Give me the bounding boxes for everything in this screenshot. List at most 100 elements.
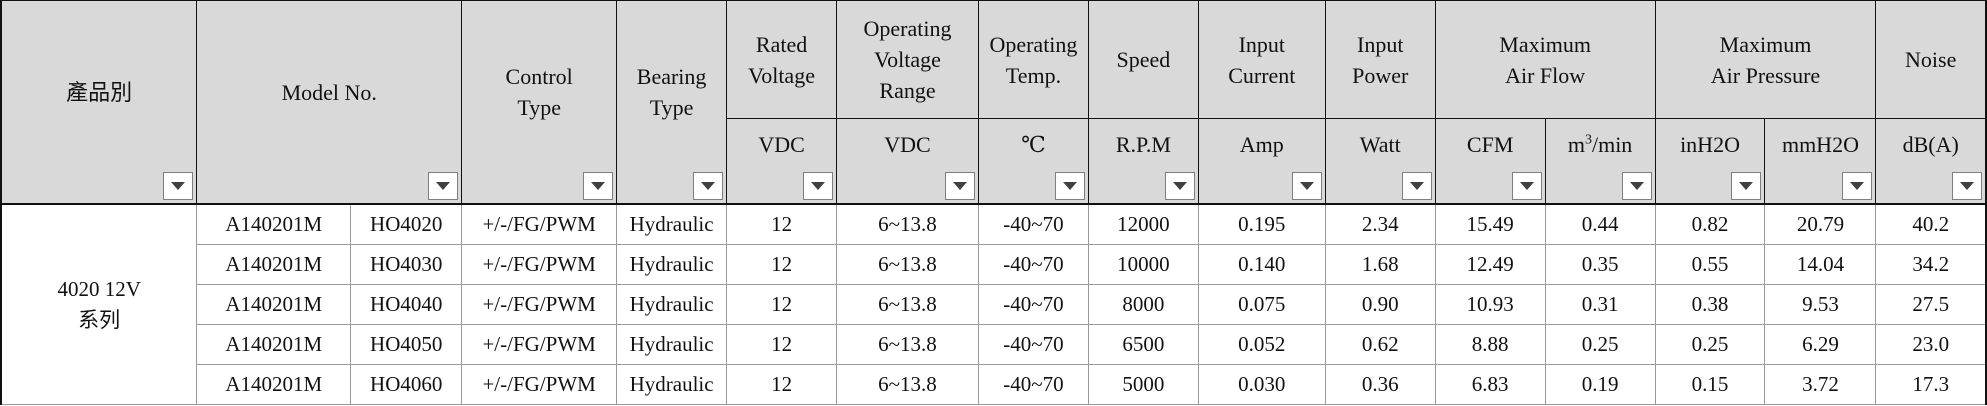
model-code-cell[interactable]: HO4020 <box>350 203 463 245</box>
unit-label: CFM <box>1466 132 1514 157</box>
voltage-range-cell[interactable]: 6~13.8 <box>836 324 979 365</box>
filter-dropdown-icon[interactable] <box>693 172 724 200</box>
model-no-cell[interactable]: A140201M <box>196 324 352 365</box>
air-flow-cfm-cell[interactable]: 8.88 <box>1434 324 1546 365</box>
air-flow-m3min-cell[interactable]: 0.25 <box>1544 324 1656 365</box>
filter-dropdown-icon[interactable] <box>1511 172 1542 200</box>
control-type-cell[interactable]: +/-/FG/PWM <box>461 203 618 245</box>
speed-cell[interactable]: 8000 <box>1087 284 1199 325</box>
filter-dropdown-icon[interactable] <box>1621 172 1652 200</box>
filter-dropdown-icon[interactable] <box>944 172 975 200</box>
input-current-cell[interactable]: 0.075 <box>1197 284 1326 325</box>
control-type-cell[interactable]: +/-/FG/PWM <box>461 284 618 325</box>
bearing-type-cell[interactable]: Hydraulic <box>616 324 728 365</box>
filter-dropdown-icon[interactable] <box>583 172 614 200</box>
table-row[interactable]: 4020 12V 系列 A140201M HO4020 +/-/FG/PWM Hydrau… <box>0 203 1987 405</box>
filter-dropdown-icon[interactable] <box>1952 172 1982 200</box>
noise-cell[interactable]: 27.5 <box>1875 284 1987 325</box>
voltage-range-cell[interactable]: 6~13.8 <box>836 364 979 405</box>
unit-m3-sup: 3 <box>1584 132 1592 148</box>
pressure-mmh2o-cell[interactable]: 14.04 <box>1764 244 1877 285</box>
table-row[interactable]: A140201M HO4050 +/-/FG/PWM Hydraulic 12 6~13.… <box>1 324 1987 365</box>
air-flow-m3min-cell[interactable]: 0.19 <box>1544 364 1656 405</box>
operating-temp-cell[interactable]: -40~70 <box>977 203 1089 245</box>
model-no-cell[interactable]: A140201M <box>196 203 352 245</box>
air-flow-m3min-cell[interactable]: 0.44 <box>1544 203 1656 245</box>
input-power-cell[interactable]: 1.68 <box>1324 244 1436 285</box>
filter-dropdown-icon[interactable] <box>163 172 194 200</box>
voltage-range-cell[interactable]: 6~13.8 <box>836 203 979 245</box>
air-flow-cfm-cell[interactable]: 6.83 <box>1434 364 1546 405</box>
model-no-cell[interactable]: A140201M <box>196 284 352 325</box>
filter-dropdown-icon[interactable] <box>1731 172 1762 200</box>
air-flow-cfm-cell[interactable]: 10.93 <box>1434 284 1546 325</box>
filter-dropdown-icon[interactable] <box>803 172 834 200</box>
speed-cell[interactable]: 12000 <box>1087 203 1199 245</box>
table-row[interactable]: A140201M HO4040 +/-/FG/PWM Hydraulic 12 6~13.… <box>1 284 1987 325</box>
filter-dropdown-icon[interactable] <box>428 172 459 200</box>
filter-dropdown-icon[interactable] <box>1842 172 1873 200</box>
control-type-cell[interactable]: +/-/FG/PWM <box>461 324 618 365</box>
control-type-cell[interactable]: +/-/FG/PWM <box>461 244 618 285</box>
model-code-cell[interactable]: HO4040 <box>350 284 463 325</box>
input-power-cell[interactable]: 0.90 <box>1324 284 1436 325</box>
bearing-type-cell[interactable]: Hydraulic <box>616 203 728 245</box>
pressure-inh2o-cell[interactable]: 0.82 <box>1654 203 1766 245</box>
input-current-cell[interactable]: 0.140 <box>1197 244 1326 285</box>
model-code-cell[interactable]: HO4030 <box>350 244 463 285</box>
pressure-inh2o-cell[interactable]: 0.38 <box>1654 284 1766 325</box>
unit-label: m3/min <box>1546 119 1654 160</box>
operating-temp-cell[interactable]: -40~70 <box>977 364 1089 405</box>
rated-voltage-cell[interactable]: 12 <box>726 284 838 325</box>
model-no-cell[interactable]: A140201M <box>196 244 352 285</box>
pressure-mmh2o-cell[interactable]: 9.53 <box>1764 284 1877 325</box>
voltage-range-cell[interactable]: 6~13.8 <box>836 284 979 325</box>
rated-voltage-cell[interactable]: 12 <box>726 203 838 245</box>
input-power-cell[interactable]: 0.36 <box>1324 364 1436 405</box>
speed-cell[interactable]: 5000 <box>1087 364 1199 405</box>
pressure-inh2o-cell[interactable]: 0.25 <box>1654 324 1766 365</box>
model-code-cell[interactable]: HO4060 <box>350 364 463 405</box>
pressure-inh2o-cell[interactable]: 0.55 <box>1654 244 1766 285</box>
speed-cell[interactable]: 10000 <box>1087 244 1199 285</box>
pressure-mmh2o-cell[interactable]: 6.29 <box>1764 324 1877 365</box>
filter-dropdown-icon[interactable] <box>1164 172 1195 200</box>
filter-dropdown-icon[interactable] <box>1054 172 1085 200</box>
pressure-mmh2o-cell[interactable]: 20.79 <box>1764 203 1877 245</box>
noise-cell[interactable]: 34.2 <box>1875 244 1987 285</box>
rated-voltage-cell[interactable]: 12 <box>726 364 838 405</box>
operating-temp-cell[interactable]: -40~70 <box>977 324 1089 365</box>
air-flow-m3min-cell[interactable]: 0.31 <box>1544 284 1656 325</box>
series-label-cell[interactable]: 4020 12V 系列 <box>0 203 198 405</box>
noise-cell[interactable]: 17.3 <box>1875 364 1987 405</box>
noise-cell[interactable]: 40.2 <box>1875 203 1987 245</box>
input-power-cell[interactable]: 0.62 <box>1324 324 1436 365</box>
control-type-cell[interactable]: +/-/FG/PWM <box>461 364 618 405</box>
pressure-mmh2o-cell[interactable]: 3.72 <box>1764 364 1877 405</box>
rated-voltage-cell[interactable]: 12 <box>726 244 838 285</box>
filter-dropdown-icon[interactable] <box>1401 172 1432 200</box>
pressure-inh2o-cell[interactable]: 0.15 <box>1654 364 1766 405</box>
input-current-cell[interactable]: 0.195 <box>1197 203 1326 245</box>
voltage-range-cell[interactable]: 6~13.8 <box>836 244 979 285</box>
input-current-cell[interactable]: 0.030 <box>1197 364 1326 405</box>
speed-cell[interactable]: 6500 <box>1087 324 1199 365</box>
table-row[interactable]: A140201M HO4030 +/-/FG/PWM Hydraulic 12 6~13.… <box>1 244 1987 285</box>
operating-temp-cell[interactable]: -40~70 <box>977 284 1089 325</box>
noise-cell[interactable]: 23.0 <box>1875 324 1987 365</box>
table-row[interactable]: A140201M HO4060 +/-/FG/PWM Hydraulic 12 6~13.… <box>1 364 1987 405</box>
air-flow-cfm-cell[interactable]: 15.49 <box>1434 203 1546 245</box>
model-no-cell[interactable]: A140201M <box>196 364 352 405</box>
header-power-line2: Power <box>1352 62 1409 88</box>
filter-dropdown-icon[interactable] <box>1291 172 1322 200</box>
bearing-type-cell[interactable]: Hydraulic <box>616 284 728 325</box>
rated-voltage-cell[interactable]: 12 <box>726 324 838 365</box>
model-code-cell[interactable]: HO4050 <box>350 324 463 365</box>
input-power-cell[interactable]: 2.34 <box>1324 203 1436 245</box>
bearing-type-cell[interactable]: Hydraulic <box>616 364 728 405</box>
air-flow-cfm-cell[interactable]: 12.49 <box>1434 244 1546 285</box>
bearing-type-cell[interactable]: Hydraulic <box>616 244 728 285</box>
operating-temp-cell[interactable]: -40~70 <box>977 244 1089 285</box>
input-current-cell[interactable]: 0.052 <box>1197 324 1326 365</box>
air-flow-m3min-cell[interactable]: 0.35 <box>1544 244 1656 285</box>
